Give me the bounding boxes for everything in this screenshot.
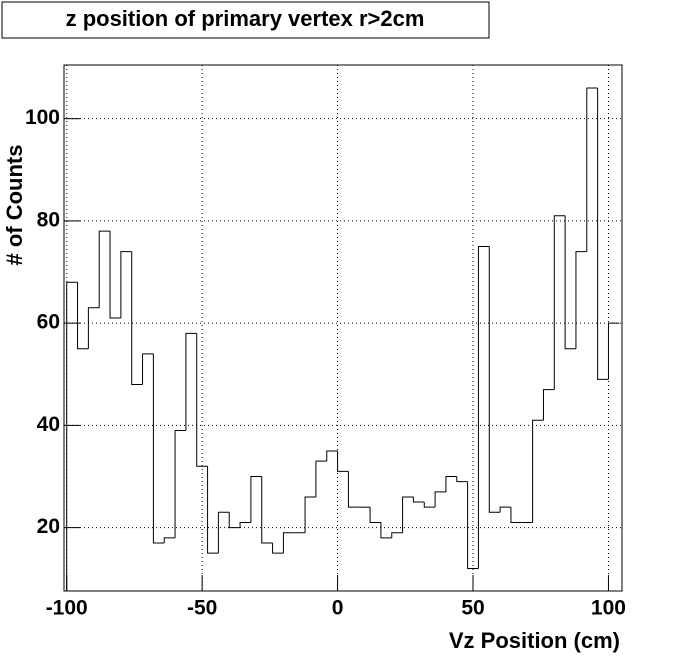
histogram-bin (488, 246, 501, 513)
y-tick-label: 60 (37, 311, 60, 334)
histogram-bin (586, 87, 598, 252)
x-axis-label: Vz Position (cm) (449, 628, 620, 653)
histogram-bin (196, 333, 208, 467)
histogram-bin (499, 506, 511, 513)
histogram-bin (174, 429, 186, 538)
histogram-bin (423, 502, 436, 508)
histogram-bin (315, 460, 327, 497)
histogram-bin (77, 282, 89, 350)
histogram-bin (326, 450, 338, 462)
histogram-bin (207, 466, 219, 554)
chart-title: z position of primary vertex r>2cm (66, 6, 425, 31)
histogram-bin (477, 245, 490, 569)
y-tick-label: 80 (37, 208, 60, 231)
histogram-bin (163, 537, 176, 543)
histogram-bin (391, 532, 403, 538)
x-tick-label: -100 (46, 597, 88, 620)
x-tick-label: 50 (461, 597, 484, 620)
x-tick-label: -50 (187, 597, 217, 620)
histogram-bin (434, 491, 446, 508)
histogram-bin (532, 419, 544, 523)
histogram-bin (272, 542, 284, 554)
histogram-bin (607, 322, 620, 380)
histogram-bin (239, 522, 251, 528)
y-axis-label: # of Counts (2, 145, 27, 266)
histogram-bin (109, 231, 121, 319)
histogram-bin (347, 471, 360, 508)
histogram-bin (261, 476, 273, 544)
histogram-bin (575, 251, 587, 349)
histogram-bin (98, 230, 111, 308)
histogram-bin (564, 215, 576, 350)
histogram-bin (282, 532, 295, 554)
plot-frame (63, 64, 623, 592)
histogram-bin (152, 353, 165, 544)
histogram-bin (304, 496, 316, 533)
histogram-bin (228, 512, 241, 529)
histogram-bin (185, 332, 197, 431)
histogram-bin (597, 88, 609, 380)
histogram-bin (369, 507, 381, 524)
histogram-bin (402, 496, 414, 533)
histogram-bin (467, 481, 479, 570)
histogram-bin (131, 251, 143, 385)
histogram-bin (412, 496, 425, 503)
histogram-bin (542, 389, 555, 421)
histogram-bin (250, 475, 262, 523)
x-tick-label: 0 (332, 597, 344, 620)
histogram-bin (142, 353, 154, 385)
y-tick-label: 100 (25, 106, 60, 129)
x-tick-label: 100 (591, 597, 626, 620)
histogram-bin (510, 507, 522, 524)
histogram-bin (120, 251, 132, 319)
histogram-bin (553, 215, 566, 390)
histogram-bin (456, 476, 468, 483)
histogram-bin (87, 307, 100, 349)
title-box (1, 1, 490, 39)
histogram-bin (217, 511, 230, 554)
y-tick-label: 20 (37, 515, 60, 538)
histogram-bin (337, 450, 349, 472)
histogram-bin (66, 281, 78, 591)
histogram-bin (380, 522, 392, 539)
histogram-bin (445, 475, 457, 492)
y-tick-label: 40 (37, 413, 60, 436)
